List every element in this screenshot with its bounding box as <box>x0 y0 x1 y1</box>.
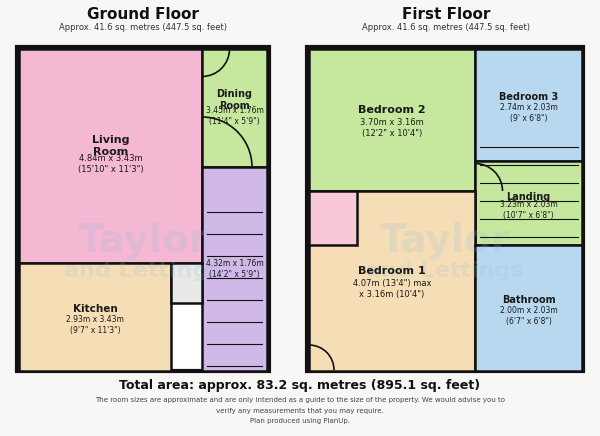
Text: Taylor: Taylor <box>380 222 511 260</box>
Bar <box>309 49 475 191</box>
Text: Total area: approx. 83.2 sq. metres (895.1 sq. feet): Total area: approx. 83.2 sq. metres (895… <box>119 378 481 392</box>
Bar <box>202 167 267 371</box>
Text: Bedroom 3: Bedroom 3 <box>499 92 558 102</box>
Bar <box>475 161 582 245</box>
Bar <box>19 49 202 263</box>
Text: Dining
Room: Dining Room <box>217 89 253 111</box>
Text: Kitchen: Kitchen <box>73 304 118 314</box>
Text: Approx. 41.6 sq. metres (447.5 sq. feet): Approx. 41.6 sq. metres (447.5 sq. feet) <box>59 24 227 33</box>
Text: Bedroom 1: Bedroom 1 <box>358 266 426 276</box>
Bar <box>307 47 583 371</box>
Text: Approx. 41.6 sq. metres (447.5 sq. feet): Approx. 41.6 sq. metres (447.5 sq. feet) <box>362 24 530 33</box>
Bar <box>309 191 475 371</box>
Bar <box>475 245 582 371</box>
Text: 3.23m x 2.03m
(10'7" x 6'8"): 3.23m x 2.03m (10'7" x 6'8") <box>500 200 557 220</box>
Text: Plan produced using PlanUp.: Plan produced using PlanUp. <box>250 418 350 424</box>
Text: Bathroom: Bathroom <box>502 295 556 305</box>
Text: 2.00m x 2.03m
(6'7" x 6'8"): 2.00m x 2.03m (6'7" x 6'8") <box>500 306 557 326</box>
Text: verify any measurements that you may require.: verify any measurements that you may req… <box>216 408 384 414</box>
Bar <box>309 191 357 245</box>
Bar <box>202 49 267 167</box>
Text: 4.84m x 3.43m
(15'10" x 11'3"): 4.84m x 3.43m (15'10" x 11'3") <box>77 154 143 174</box>
Text: 2.74m x 2.03m
(9' x 6'8"): 2.74m x 2.03m (9' x 6'8") <box>500 103 557 123</box>
Text: Living
Room: Living Room <box>92 135 129 157</box>
Text: First Floor: First Floor <box>402 7 490 23</box>
Text: Taylor: Taylor <box>77 222 208 260</box>
Text: 4.32m x 1.76m
(14'2" x 5'9"): 4.32m x 1.76m (14'2" x 5'9") <box>206 259 263 279</box>
Text: and Lettings: and Lettings <box>366 261 524 281</box>
Text: Ground Floor: Ground Floor <box>87 7 199 23</box>
Text: Landing: Landing <box>506 192 551 202</box>
Text: 4.07m (13'4") max
x 3.16m (10'4"): 4.07m (13'4") max x 3.16m (10'4") <box>353 279 431 299</box>
Text: 3.45m x 1.76m
(11'4" x 5'9"): 3.45m x 1.76m (11'4" x 5'9") <box>206 106 263 126</box>
Bar <box>475 49 582 161</box>
Bar <box>19 263 171 371</box>
Bar <box>17 47 269 371</box>
Text: The room sizes are approximate and are only intended as a guide to the size of t: The room sizes are approximate and are o… <box>95 397 505 403</box>
Text: and Lettings: and Lettings <box>64 261 222 281</box>
Text: 2.93m x 3.43m
(9'7" x 11'3"): 2.93m x 3.43m (9'7" x 11'3") <box>66 315 124 335</box>
Text: Bedroom 2: Bedroom 2 <box>358 105 426 115</box>
Text: 3.70m x 3.16m
(12'2" x 10'4"): 3.70m x 3.16m (12'2" x 10'4") <box>360 118 424 138</box>
Bar <box>171 263 202 303</box>
